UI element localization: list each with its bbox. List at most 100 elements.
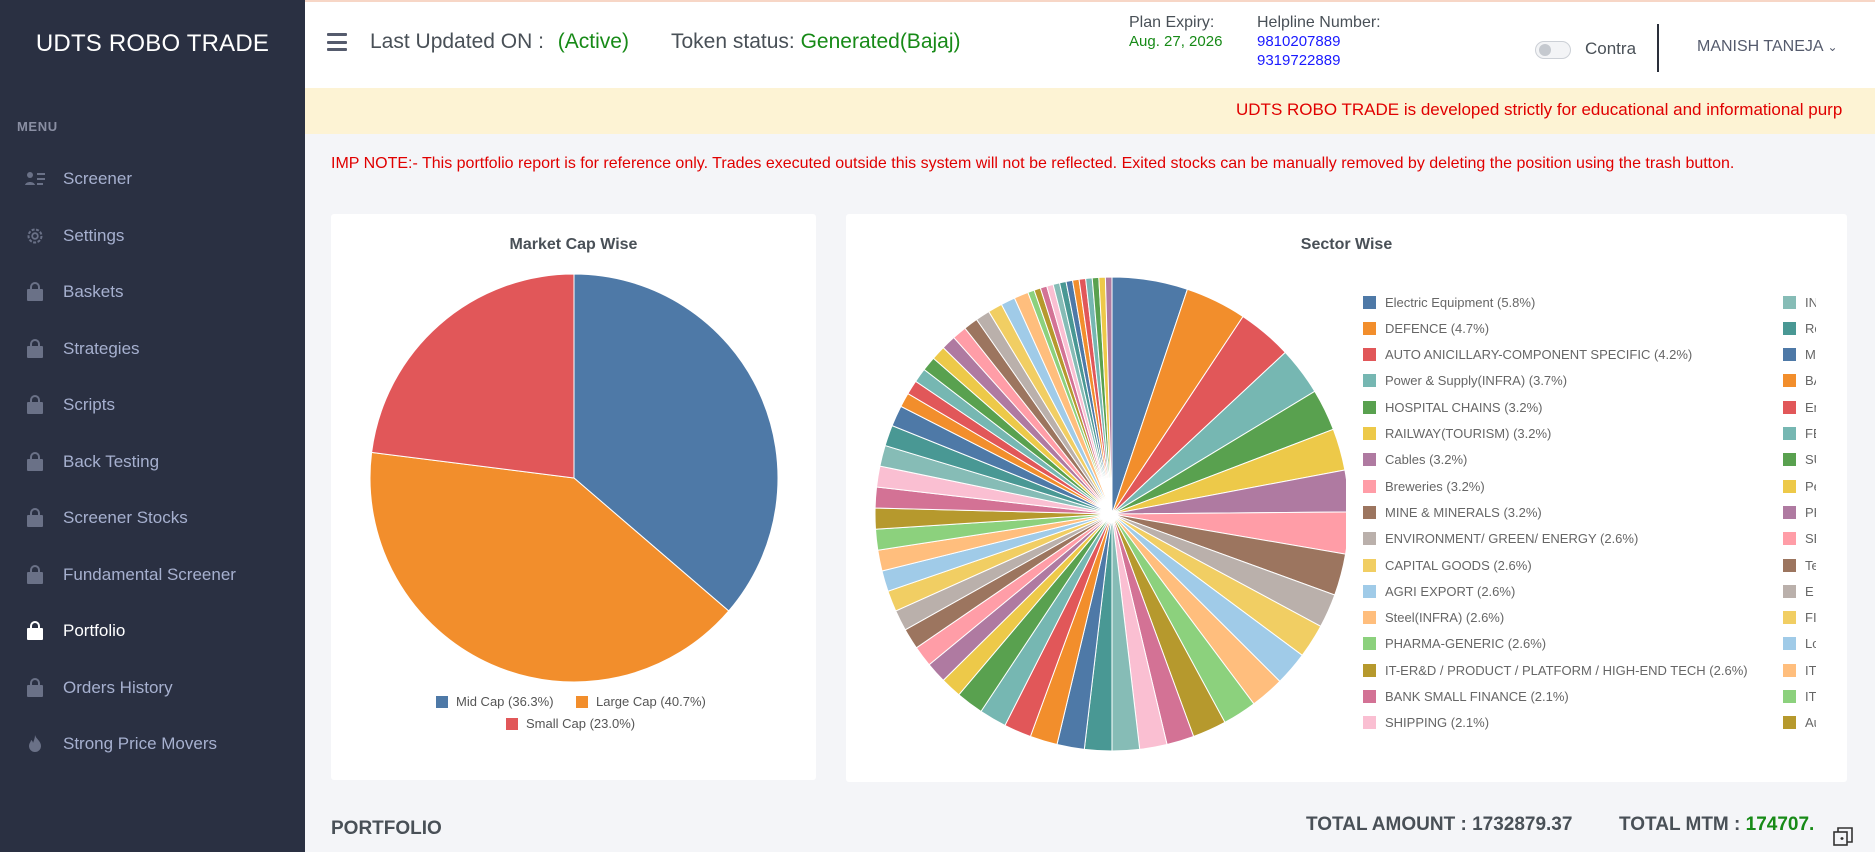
- legend-item[interactable]: IN: [1783, 294, 1816, 310]
- sidebar-item-orders-history[interactable]: Orders History: [0, 660, 305, 717]
- plan-expiry-label: Plan Expiry:: [1129, 14, 1215, 31]
- legend-item[interactable]: Small Cap (23.0%): [506, 716, 635, 731]
- bag-icon: [24, 564, 46, 586]
- legend-item[interactable]: MINE & MINERALS (3.2%): [1363, 504, 1542, 520]
- sidebar-item-strong-price-movers[interactable]: Strong Price Movers: [0, 716, 305, 773]
- hamburger-menu-icon[interactable]: [327, 33, 347, 51]
- legend-item[interactable]: Mid Cap (36.3%): [436, 694, 554, 709]
- token-status-label: Token status:: [671, 30, 795, 53]
- sidebar-item-label: Screener Stocks: [63, 508, 188, 528]
- user-name: MANISH TANEJA: [1697, 38, 1824, 55]
- legend-item[interactable]: Large Cap (40.7%): [576, 694, 706, 709]
- contra-toggle[interactable]: [1535, 41, 1571, 59]
- legend-item[interactable]: PH: [1783, 504, 1816, 520]
- legend-item[interactable]: Pe: [1783, 478, 1816, 494]
- market-cap-slice[interactable]: [573, 273, 779, 612]
- list-icon: [24, 168, 46, 190]
- market-cap-slice[interactable]: [371, 273, 575, 479]
- bag-icon: [24, 281, 46, 303]
- legend-label: Me: [1805, 347, 1816, 363]
- bag-icon: [24, 677, 46, 699]
- sidebar-item-label: Back Testing: [63, 451, 160, 471]
- legend-swatch: [506, 717, 518, 730]
- legend-item[interactable]: SU: [1783, 452, 1816, 468]
- portfolio-title: PORTFOLIO: [331, 818, 442, 839]
- legend-item[interactable]: ENVIRONMENT/ GREEN/ ENERGY (2.6%): [1363, 531, 1638, 547]
- sector-slice[interactable]: [1104, 276, 1113, 515]
- legend-item[interactable]: E (: [1783, 583, 1816, 599]
- last-updated: Last Updated ON : (Active): [370, 30, 629, 54]
- legend-item[interactable]: IT-: [1783, 662, 1816, 678]
- total-mtm-value: 174707.: [1745, 814, 1815, 835]
- helpline-number-2[interactable]: 9319722889: [1257, 52, 1341, 69]
- total-mtm: TOTAL MTM : 174707.: [1619, 814, 1814, 836]
- legend-item[interactable]: CAPITAL GOODS (2.6%): [1363, 557, 1532, 573]
- plan-expiry: Plan Expiry: Aug. 27, 2026: [1129, 13, 1222, 51]
- legend-item[interactable]: Me: [1783, 347, 1816, 363]
- sidebar-nav: Screener Settings Baskets Strategies Scripts…: [0, 151, 305, 773]
- legend-item[interactable]: Steel(INFRA) (2.6%): [1363, 610, 1504, 626]
- legend-swatch: [1783, 453, 1796, 467]
- legend-item[interactable]: FE: [1783, 426, 1816, 442]
- sidebar-item-strategies[interactable]: Strategies: [0, 321, 305, 378]
- legend-label: Au: [1805, 715, 1816, 731]
- sidebar-item-fundamental-screener[interactable]: Fundamental Screener: [0, 547, 305, 604]
- legend-item[interactable]: Cables (3.2%): [1363, 452, 1467, 468]
- sector-title: Sector Wise: [1300, 236, 1393, 253]
- sidebar-item-screener-stocks[interactable]: Screener Stocks: [0, 490, 305, 547]
- legend-swatch: [1363, 663, 1376, 677]
- legend-item[interactable]: BANK SMALL FINANCE (2.1%): [1363, 689, 1569, 705]
- legend-label: PH: [1805, 504, 1816, 520]
- legend-item[interactable]: Lo: [1783, 636, 1816, 652]
- sidebar-item-label: Portfolio: [63, 621, 126, 641]
- legend-item[interactable]: SE: [1783, 531, 1816, 547]
- sidebar-item-label: Settings: [63, 225, 125, 245]
- legend-item[interactable]: Breweries (3.2%): [1363, 478, 1485, 494]
- sidebar-item-baskets[interactable]: Baskets: [0, 264, 305, 321]
- legend-item[interactable]: Electric Equipment (5.8%): [1363, 294, 1535, 310]
- sector-legend: Electric Equipment (5.8%) DEFENCE (4.7%) A…: [846, 214, 1816, 782]
- sidebar: UDTS ROBO TRADE MENU Screener Settings Bas…: [0, 0, 305, 852]
- user-menu[interactable]: MANISH TANEJA ⌄: [1697, 38, 1838, 56]
- legend-item[interactable]: AUTO ANICILLARY-COMPONENT SPECIFIC (4.2%…: [1363, 347, 1692, 363]
- legend-item[interactable]: Re: [1783, 320, 1816, 336]
- legend-item[interactable]: DEFENCE (4.7%): [1363, 320, 1489, 336]
- sidebar-item-portfolio[interactable]: Portfolio: [0, 603, 305, 660]
- legend-item[interactable]: PHARMA-GENERIC (2.6%): [1363, 636, 1546, 652]
- legend-item[interactable]: Power & Supply(INFRA) (3.7%): [1363, 373, 1567, 389]
- legend-item[interactable]: AGRI EXPORT (2.6%): [1363, 583, 1515, 599]
- market-cap-slice[interactable]: [369, 451, 730, 683]
- legend-label: Re: [1805, 320, 1816, 336]
- legend-swatch: [576, 695, 588, 708]
- sidebar-item-settings[interactable]: Settings: [0, 208, 305, 265]
- sidebar-item-back-testing[interactable]: Back Testing: [0, 434, 305, 491]
- legend-item[interactable]: HOSPITAL CHAINS (3.2%): [1363, 399, 1542, 415]
- legend-item[interactable]: Te: [1783, 557, 1816, 573]
- copy-add-icon[interactable]: [1832, 826, 1854, 848]
- brand-logo[interactable]: UDTS ROBO TRADE: [35, 30, 270, 57]
- legend-item[interactable]: FII: [1783, 610, 1816, 626]
- legend-swatch: [1783, 321, 1796, 335]
- legend-item[interactable]: RAILWAY(TOURISM) (3.2%): [1363, 426, 1551, 442]
- legend-item[interactable]: SHIPPING (2.1%): [1363, 715, 1489, 731]
- sidebar-item-label: Strategies: [63, 338, 140, 358]
- legend-item[interactable]: En: [1783, 399, 1816, 415]
- bag-icon: [24, 338, 46, 360]
- legend-item[interactable]: IT-: [1783, 689, 1816, 705]
- legend-item[interactable]: IT-ER&D / PRODUCT / PLATFORM / HIGH-END …: [1363, 662, 1748, 678]
- legend-swatch: [1363, 453, 1376, 467]
- sidebar-item-screener[interactable]: Screener: [0, 151, 305, 208]
- sidebar-item-scripts[interactable]: Scripts: [0, 377, 305, 434]
- legend-item[interactable]: BA: [1783, 373, 1816, 389]
- legend-label: FE: [1805, 426, 1816, 441]
- legend-swatch: [1783, 348, 1796, 362]
- legend-item[interactable]: Au: [1783, 715, 1816, 731]
- sidebar-item-label: Fundamental Screener: [63, 564, 236, 584]
- helpline-number-1[interactable]: 9810207889: [1257, 33, 1341, 50]
- bag-icon: [24, 507, 46, 529]
- token-status-value: Generated(Bajaj): [800, 30, 961, 53]
- sector-slice[interactable]: [1111, 469, 1346, 515]
- legend-label: IN: [1805, 294, 1816, 310]
- legend-swatch: [1783, 584, 1796, 598]
- flame-icon: [24, 733, 46, 755]
